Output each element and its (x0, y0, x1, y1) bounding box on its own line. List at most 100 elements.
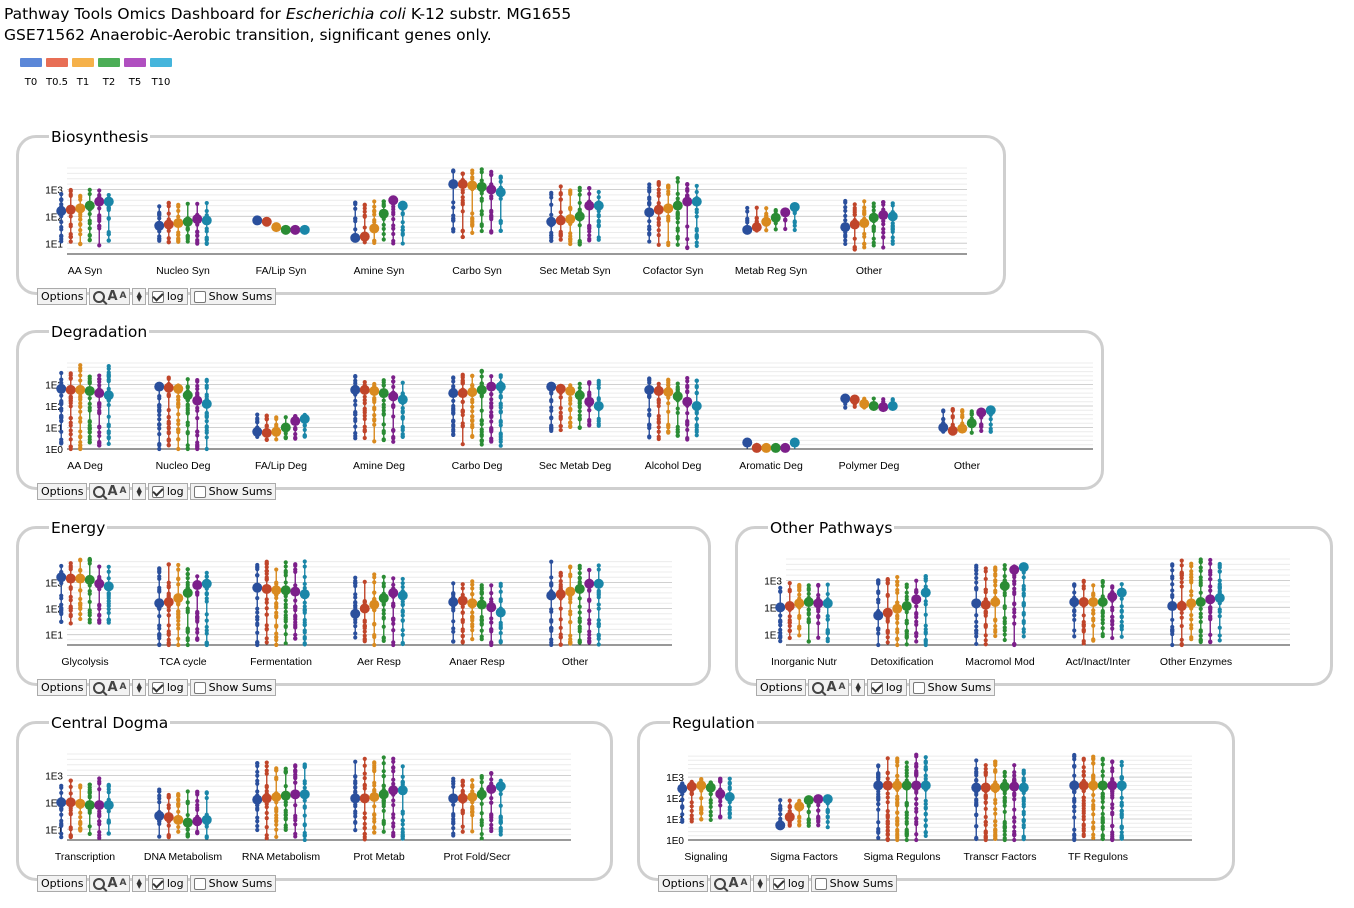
show-sums-toggle[interactable]: Show Sums (189, 288, 277, 305)
zoom-icon[interactable] (93, 877, 106, 890)
font-smaller-icon[interactable]: A (119, 486, 127, 496)
mean-marker (163, 812, 174, 823)
gene-point (362, 826, 367, 831)
log-toggle[interactable]: log (866, 679, 907, 696)
show-sums-checkbox[interactable] (193, 290, 206, 303)
log-checkbox[interactable] (151, 877, 164, 890)
options-button[interactable]: Options (658, 875, 709, 892)
font-larger-icon[interactable]: A (107, 484, 118, 499)
show-sums-checkbox[interactable] (814, 877, 827, 890)
show-sums-checkbox[interactable] (912, 681, 925, 694)
gene-point (204, 377, 209, 382)
series-column (261, 216, 272, 227)
chevron-down-icon[interactable]: ▼ (136, 489, 142, 498)
resize-spinner[interactable]: ▲ ▼ (132, 483, 146, 500)
chevron-down-icon[interactable]: ▼ (136, 685, 142, 694)
series-column (486, 374, 497, 444)
font-larger-icon[interactable]: A (826, 680, 837, 695)
gene-point (451, 608, 456, 613)
gene-point (400, 427, 405, 433)
log-checkbox[interactable] (151, 681, 164, 694)
log-checkbox[interactable] (151, 290, 164, 303)
show-sums-toggle[interactable]: Show Sums (189, 679, 277, 696)
gene-point (666, 183, 671, 188)
gene-point (470, 582, 475, 587)
font-larger-icon[interactable]: A (107, 680, 118, 695)
options-button[interactable]: Options (756, 679, 807, 696)
show-sums-checkbox[interactable] (193, 485, 206, 498)
zoom-icon[interactable] (93, 290, 106, 303)
gene-point (176, 614, 181, 619)
font-smaller-icon[interactable]: A (119, 878, 127, 888)
gene-point (498, 599, 503, 604)
chevron-up-icon[interactable]: ▲ (136, 289, 142, 298)
zoom-icon[interactable] (93, 681, 106, 694)
resize-spinner[interactable]: ▲ ▼ (132, 288, 146, 305)
show-sums-checkbox[interactable] (193, 877, 206, 890)
gene-point (255, 642, 260, 648)
resize-spinner[interactable]: ▲ ▼ (132, 875, 146, 892)
gene-point (157, 422, 162, 428)
mean-marker (663, 387, 674, 398)
resize-spinner[interactable]: ▲ ▼ (753, 875, 767, 892)
font-larger-icon[interactable]: A (107, 876, 118, 891)
options-button[interactable]: Options (37, 875, 88, 892)
zoom-icon[interactable] (93, 485, 106, 498)
gene-point (694, 391, 699, 396)
mean-marker (1018, 562, 1029, 573)
font-smaller-icon[interactable]: A (119, 682, 127, 692)
gene-point (727, 781, 732, 786)
gene-point (470, 383, 475, 388)
gene-point (97, 243, 102, 248)
font-smaller-icon[interactable]: A (838, 682, 846, 692)
show-sums-toggle[interactable]: Show Sums (189, 875, 277, 892)
log-toggle[interactable]: log (147, 483, 188, 500)
resize-spinner[interactable]: ▲ ▼ (851, 679, 865, 696)
gene-point (558, 395, 563, 400)
options-button[interactable]: Options (37, 483, 88, 500)
options-button[interactable]: Options (37, 679, 88, 696)
category-label: Carbo Syn (452, 265, 502, 277)
log-toggle[interactable]: log (147, 288, 188, 305)
gene-point (460, 586, 465, 591)
show-sums-toggle[interactable]: Show Sums (189, 483, 277, 500)
options-button[interactable]: Options (37, 288, 88, 305)
log-toggle[interactable]: log (147, 679, 188, 696)
chevron-up-icon[interactable]: ▲ (136, 680, 142, 689)
gene-point (1119, 624, 1124, 630)
chevron-down-icon[interactable]: ▼ (136, 294, 142, 303)
chevron-down-icon[interactable]: ▼ (136, 881, 142, 890)
zoom-icon[interactable] (812, 681, 825, 694)
chevron-up-icon[interactable]: ▲ (855, 680, 861, 689)
log-toggle[interactable]: log (147, 875, 188, 892)
log-checkbox[interactable] (870, 681, 883, 694)
log-checkbox[interactable] (151, 485, 164, 498)
font-smaller-icon[interactable]: A (119, 291, 127, 301)
font-smaller-icon[interactable]: A (740, 878, 748, 888)
chevron-down-icon[interactable]: ▼ (855, 685, 861, 694)
chevron-up-icon[interactable]: ▲ (136, 484, 142, 493)
show-sums-toggle[interactable]: Show Sums (908, 679, 996, 696)
gene-point (577, 563, 582, 569)
font-larger-icon[interactable]: A (728, 876, 739, 891)
mean-marker (271, 222, 282, 233)
chevron-down-icon[interactable]: ▼ (757, 881, 763, 890)
gene-point (974, 634, 979, 639)
log-toggle[interactable]: log (768, 875, 809, 892)
gene-point (498, 832, 503, 837)
resize-spinner[interactable]: ▲ ▼ (132, 679, 146, 696)
zoom-icon[interactable] (714, 877, 727, 890)
mean-marker (457, 179, 468, 190)
chevron-up-icon[interactable]: ▲ (757, 876, 763, 885)
font-larger-icon[interactable]: A (107, 289, 118, 304)
show-sums-toggle[interactable]: Show Sums (810, 875, 898, 892)
chevron-up-icon[interactable]: ▲ (136, 876, 142, 885)
log-checkbox[interactable] (772, 877, 785, 890)
show-sums-checkbox[interactable] (193, 681, 206, 694)
